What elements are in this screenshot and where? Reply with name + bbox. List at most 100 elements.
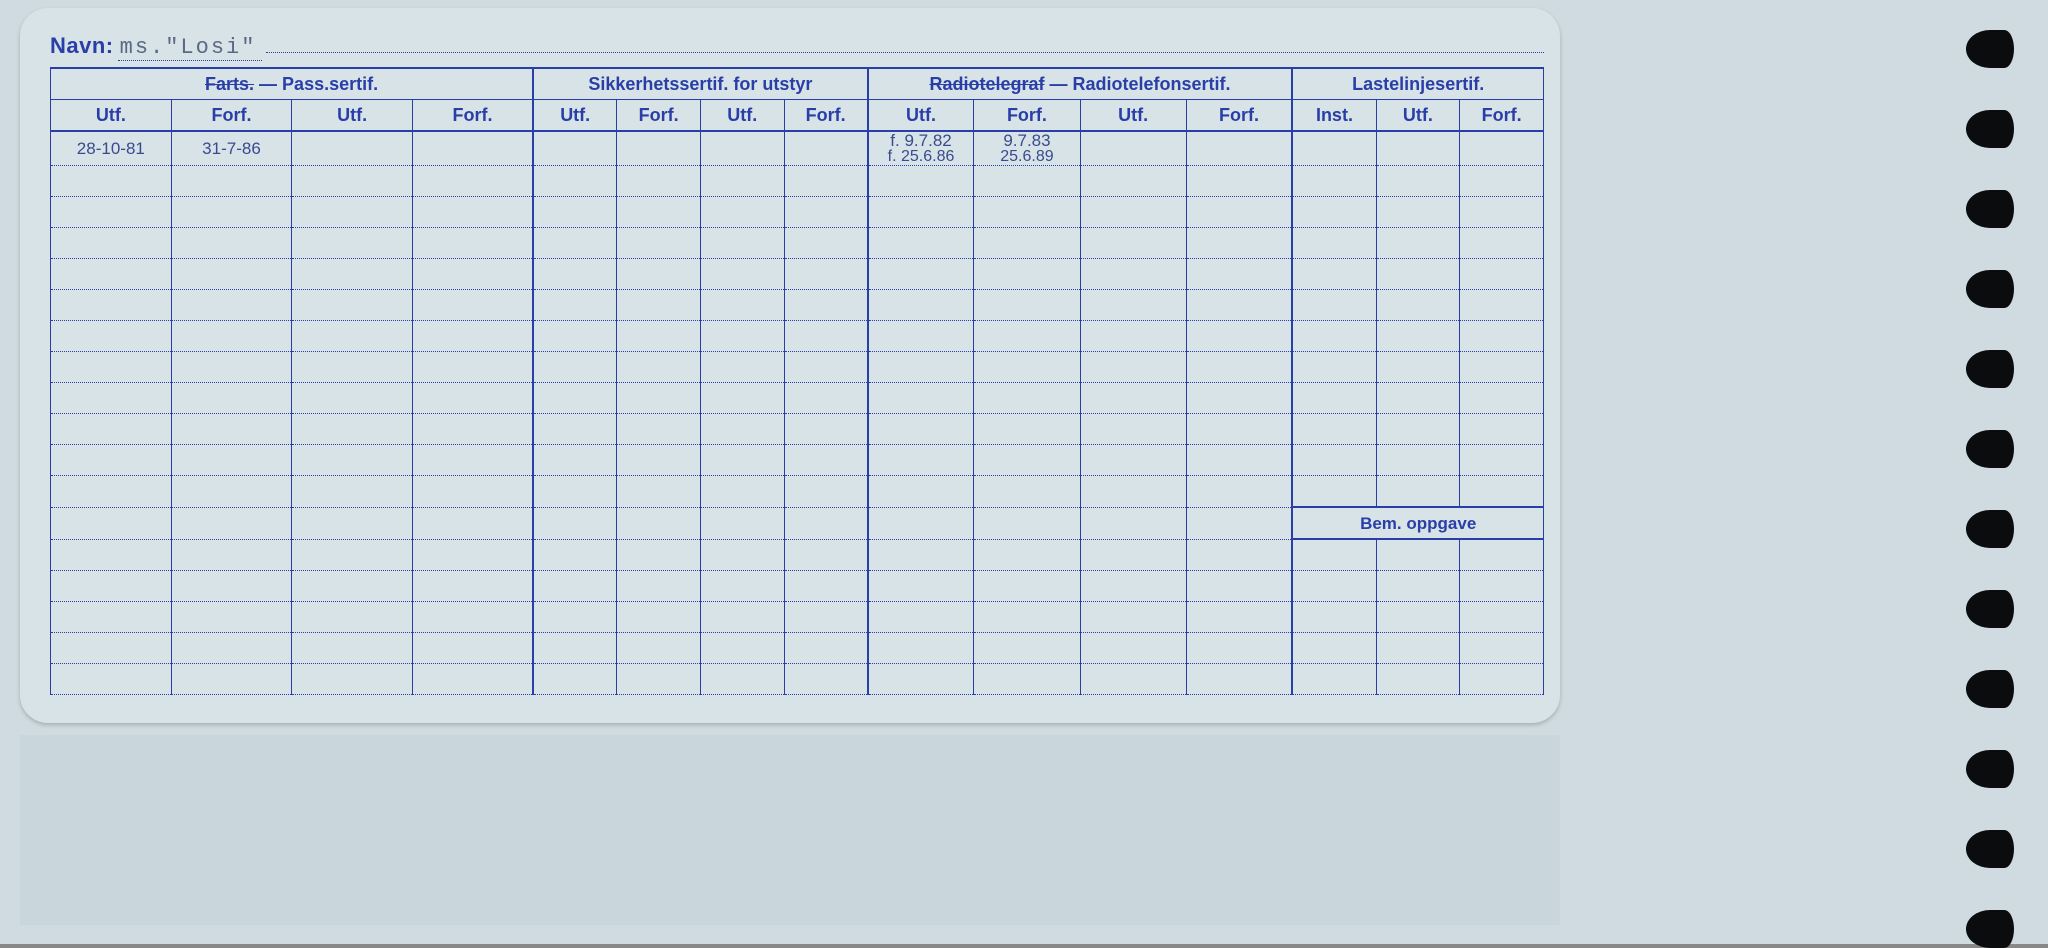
cell-r15-c10 xyxy=(1080,602,1186,633)
cell-r14-c8 xyxy=(868,571,974,602)
cell-r3-c10 xyxy=(1080,228,1186,259)
cell-r17-c6 xyxy=(700,664,784,695)
cell-r15-c13 xyxy=(1376,602,1460,633)
cell-r14-c10 xyxy=(1080,571,1186,602)
cell-r3-c0 xyxy=(51,228,172,259)
cell-r7-c3 xyxy=(412,352,533,383)
cell-r9-c1 xyxy=(171,414,292,445)
cell-r14-c13 xyxy=(1376,571,1460,602)
cell-r13-c1 xyxy=(171,539,292,571)
col-radio-utf1: Utf. xyxy=(868,100,974,132)
name-value: ms."Losi" xyxy=(118,35,263,61)
cell-r15-c12 xyxy=(1292,602,1376,633)
cell-r7-c4 xyxy=(533,352,617,383)
cell-r16-c1 xyxy=(171,633,292,664)
cell-r1-c9 xyxy=(974,166,1080,197)
cell-r9-c14 xyxy=(1460,414,1544,445)
cell-r11-c8 xyxy=(868,476,974,508)
cell-r14-c6 xyxy=(700,571,784,602)
cell-r1-c6 xyxy=(700,166,784,197)
cell-r10-c12 xyxy=(1292,445,1376,476)
cell-r6-c13 xyxy=(1376,321,1460,352)
cell-r2-c3 xyxy=(412,197,533,228)
cell-r17-c13 xyxy=(1376,664,1460,695)
cell-r8-c6 xyxy=(700,383,784,414)
group-pass: Farts. — Pass.sertif. xyxy=(51,68,534,100)
cell-r6-c8 xyxy=(868,321,974,352)
header-row-groups: Farts. — Pass.sertif. Sikkerhetssertif. … xyxy=(51,68,1544,100)
table-row xyxy=(51,290,1544,321)
cell-r9-c3 xyxy=(412,414,533,445)
cell-r8-c8 xyxy=(868,383,974,414)
cell-r5-c0 xyxy=(51,290,172,321)
cell-r5-c2 xyxy=(292,290,413,321)
cell-r3-c2 xyxy=(292,228,413,259)
group-pass-label: — Pass.sertif. xyxy=(259,74,378,94)
cell-r0-c12 xyxy=(1292,131,1376,166)
cell-r2-c6 xyxy=(700,197,784,228)
cell-r16-c3 xyxy=(412,633,533,664)
cell-r16-c5 xyxy=(617,633,701,664)
cell-r1-c3 xyxy=(412,166,533,197)
cell-r0-c8: f. 9.7.82f. 25.6.86 xyxy=(868,131,974,166)
cell-r12-c0 xyxy=(51,507,172,539)
cell-r7-c14 xyxy=(1460,352,1544,383)
cell-r10-c13 xyxy=(1376,445,1460,476)
cell-r5-c13 xyxy=(1376,290,1460,321)
cell-r9-c6 xyxy=(700,414,784,445)
cell-r4-c14 xyxy=(1460,259,1544,290)
cell-r14-c12 xyxy=(1292,571,1376,602)
cell-r2-c10 xyxy=(1080,197,1186,228)
group-laste: Lastelinjesertif. xyxy=(1292,68,1543,100)
cell-r15-c7 xyxy=(784,602,868,633)
cell-r4-c1 xyxy=(171,259,292,290)
cell-r2-c4 xyxy=(533,197,617,228)
cell-r11-c5 xyxy=(617,476,701,508)
binder-hole xyxy=(1966,270,2014,308)
cell-r11-c7 xyxy=(784,476,868,508)
cell-r16-c8 xyxy=(868,633,974,664)
cell-r7-c13 xyxy=(1376,352,1460,383)
cell-r11-c10 xyxy=(1080,476,1186,508)
cell-r7-c0 xyxy=(51,352,172,383)
group-laste-label: Lastelinjesertif. xyxy=(1352,74,1484,94)
cell-r10-c11 xyxy=(1186,445,1292,476)
cell-r4-c6 xyxy=(700,259,784,290)
col-radio-forf2: Forf. xyxy=(1186,100,1292,132)
cell-r14-c9 xyxy=(974,571,1080,602)
cell-r12-c7 xyxy=(784,507,868,539)
cell-r3-c8 xyxy=(868,228,974,259)
cell-r17-c3 xyxy=(412,664,533,695)
cell-r3-c11 xyxy=(1186,228,1292,259)
binder-holes xyxy=(1966,30,2014,948)
binder-hole xyxy=(1966,750,2014,788)
cell-r1-c5 xyxy=(617,166,701,197)
cell-r8-c1 xyxy=(171,383,292,414)
cell-r16-c14 xyxy=(1460,633,1544,664)
binder-hole xyxy=(1966,910,2014,948)
cell-r13-c7 xyxy=(784,539,868,571)
cell-r3-c6 xyxy=(700,228,784,259)
col-pass-utf1: Utf. xyxy=(51,100,172,132)
cell-r15-c4 xyxy=(533,602,617,633)
cell-r16-c10 xyxy=(1080,633,1186,664)
cell-r13-c14 xyxy=(1460,539,1544,571)
binder-hole xyxy=(1966,510,2014,548)
cell-r9-c9 xyxy=(974,414,1080,445)
cell-r14-c5 xyxy=(617,571,701,602)
table-row: Bem. oppgave xyxy=(51,507,1544,539)
cell-r2-c7 xyxy=(784,197,868,228)
cell-r9-c12 xyxy=(1292,414,1376,445)
cell-r2-c13 xyxy=(1376,197,1460,228)
cell-r13-c9 xyxy=(974,539,1080,571)
col-laste-forf: Forf. xyxy=(1460,100,1544,132)
cell-r2-c2 xyxy=(292,197,413,228)
cell-r16-c7 xyxy=(784,633,868,664)
cell-r0-c0: 28-10-81 xyxy=(51,131,172,166)
cell-r1-c14 xyxy=(1460,166,1544,197)
cell-r1-c8 xyxy=(868,166,974,197)
cell-r0-c9: 9.7.8325.6.89 xyxy=(974,131,1080,166)
cell-r10-c3 xyxy=(412,445,533,476)
table-row xyxy=(51,602,1544,633)
col-laste-utf: Utf. xyxy=(1376,100,1460,132)
